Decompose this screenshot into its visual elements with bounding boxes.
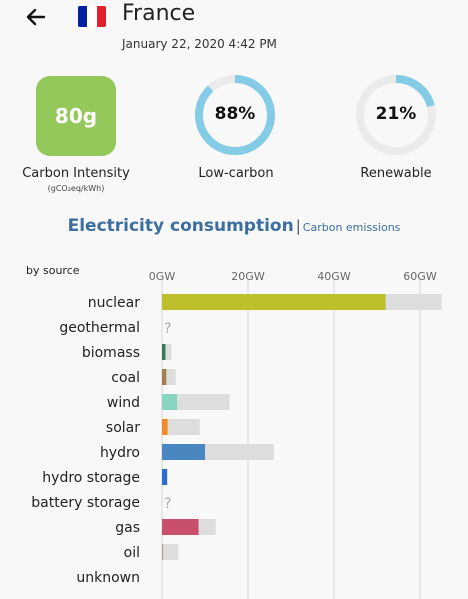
production-bar [162,344,166,360]
renewable-value: 21% [375,104,417,124]
production-bar [162,544,163,560]
production-bar [162,394,178,410]
category-label: oil [124,545,140,561]
category-label: wind [107,395,140,411]
category-label: hydro storage [42,470,140,486]
timestamp: January 22, 2020 4:42 PM [122,37,277,51]
missing-data-mark: ? [164,321,171,337]
x-tick-label: 60GW [403,270,437,283]
flag-stripe [78,6,88,27]
production-bar [162,369,167,385]
back-button[interactable] [22,2,52,32]
capacity-bar [162,344,172,360]
country-name: France [122,1,196,26]
production-bar [162,469,168,485]
by-source-label: by source [26,264,80,277]
low-carbon-value: 88% [214,104,256,124]
capacity-bar [162,419,200,435]
production-bar [162,519,199,535]
mode-tabs: Electricity consumption | Carbon emissions [0,216,468,236]
renewable-label: Renewable [360,166,432,181]
flag-stripe [87,6,97,27]
x-tick-label: 0GW [149,270,176,283]
gauge-fill [195,75,275,155]
category-label: geothermal [59,320,140,336]
production-bar [162,419,168,435]
x-tick-label: 40GW [317,270,351,283]
low-carbon-label: Low-carbon [198,166,274,181]
tab-electricity-consumption[interactable]: Electricity consumption [67,216,294,236]
carbon-intensity-value: 80g [54,104,98,128]
missing-data-mark: ? [164,496,171,512]
category-label: nuclear [88,295,141,311]
category-label: biomass [82,345,140,361]
france-flag-icon [78,6,106,27]
production-bar [162,444,205,460]
carbon-intensity-unit: (gCO₂eq/kWh) [47,184,105,193]
carbon-intensity-badge: 80g [36,76,116,156]
flag-stripe [96,6,106,27]
category-label: solar [106,420,140,436]
category-label: battery storage [31,495,140,511]
renewable-gauge [356,75,436,155]
tab-carbon-emissions[interactable]: Carbon emissions [302,221,401,234]
production-bar [162,294,386,310]
arrow-left-icon [26,8,46,26]
carbon-intensity-label: Carbon Intensity [22,166,130,181]
category-label: unknown [76,570,140,586]
tab-separator: | [295,217,301,235]
category-label: coal [111,370,140,386]
category-label: hydro [100,445,140,461]
capacity-bar [162,394,230,410]
capacity-bar [162,544,179,560]
x-tick-label: 20GW [231,270,265,283]
gauge-fill [356,75,436,155]
low-carbon-gauge [195,75,275,155]
category-label: gas [115,520,140,536]
source-bar-chart: 0GW 20GW 40GW 60GW nuclear geothermal ? biomass… [31,270,442,599]
